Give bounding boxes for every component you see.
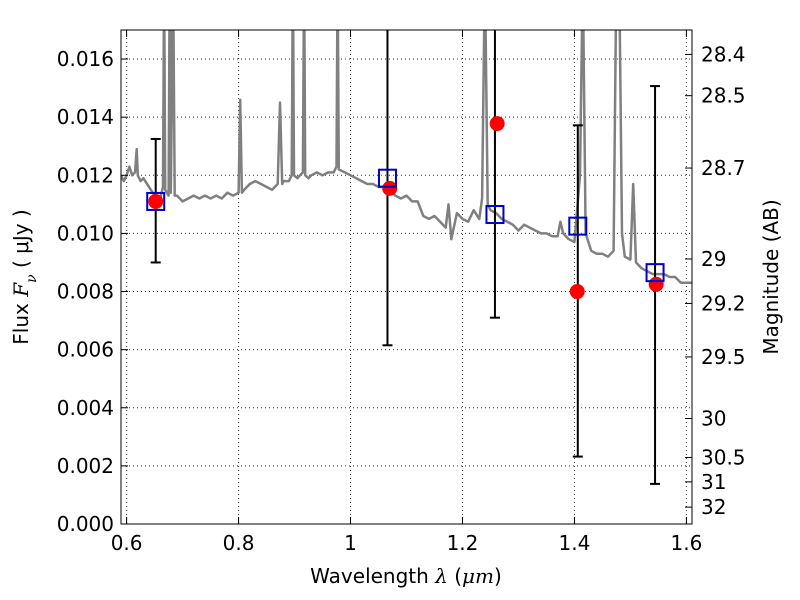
x-tick-label: 1: [344, 531, 357, 555]
y2-tick-label: 28.7: [701, 156, 746, 180]
x-tick-label: 0.8: [223, 531, 255, 555]
y-tick-label: 0.008: [57, 280, 114, 304]
x-tick-label: 1.2: [447, 531, 479, 555]
axis-ticks: [121, 30, 692, 525]
x-tick-label: 0.6: [111, 531, 143, 555]
plot-frame: [120, 29, 693, 525]
model-point: [146, 191, 166, 211]
y-tick-label: 0.000: [57, 512, 114, 536]
x-tick-label: 1.4: [559, 531, 591, 555]
plot-background: [121, 30, 692, 524]
y2-tick-label: 28.5: [701, 84, 746, 108]
y2-axis-title: Magnitude (AB): [759, 199, 783, 354]
y-tick-label: 0.014: [57, 105, 114, 129]
y-tick-label: 0.004: [57, 396, 114, 420]
spectrum-line: [121, 30, 692, 285]
y2-tick-label: 29: [701, 247, 726, 271]
y2-tick-label: 28.4: [701, 42, 746, 66]
model-point: [568, 216, 588, 236]
model-point: [377, 168, 397, 188]
measured-point: [489, 116, 505, 132]
y2-tick-label: 30.5: [701, 445, 746, 469]
y-tick-label: 0.016: [57, 47, 114, 71]
measured-point: [382, 180, 398, 196]
measured-point: [648, 276, 664, 292]
model-point: [645, 263, 665, 283]
y-tick-label: 0.002: [57, 454, 114, 478]
y2-tick-label: 30: [701, 407, 726, 431]
measured-point: [569, 284, 585, 300]
y2-tick-label: 29.5: [701, 345, 746, 369]
y-axis-title: Flux Fν ( μJy ): [9, 209, 40, 344]
y-tick-label: 0.006: [57, 338, 114, 362]
y2-tick-label: 32: [701, 495, 726, 519]
model-point: [485, 205, 505, 225]
y-tick-label: 0.012: [57, 163, 114, 187]
x-tick-label: 1.6: [670, 531, 702, 555]
y-tick-label: 0.010: [57, 221, 114, 245]
axis-tick-labels: 0.6 0.8 1 1.2 1.4 1.6 0.000 0.002 0.004 0.006 0.00…: [57, 42, 746, 555]
measured-point: [148, 193, 164, 209]
y2-tick-label: 29.2: [701, 291, 746, 315]
model-points: [146, 168, 665, 283]
x-axis-title: Wavelength λ (μm): [310, 564, 502, 588]
y2-tick-label: 31: [701, 470, 726, 494]
plot-area: [121, 30, 692, 485]
